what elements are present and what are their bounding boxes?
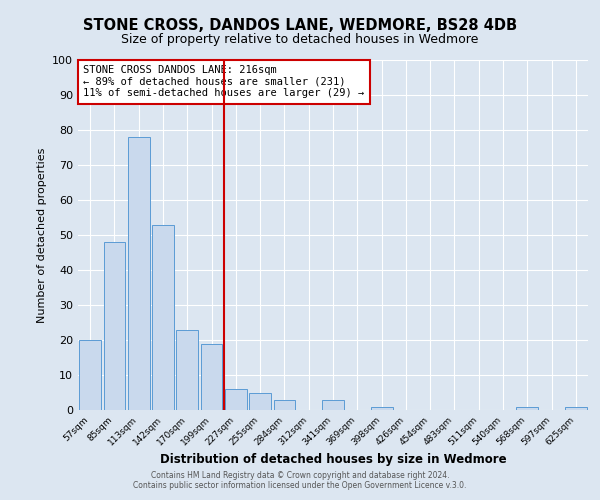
Bar xyxy=(517,406,538,410)
Bar xyxy=(176,330,198,410)
Bar xyxy=(152,224,174,410)
Bar xyxy=(79,340,101,410)
Text: Contains HM Land Registry data © Crown copyright and database right 2024.
Contai: Contains HM Land Registry data © Crown c… xyxy=(133,470,467,490)
Bar xyxy=(565,406,587,410)
Bar xyxy=(104,242,125,410)
Bar xyxy=(128,137,149,410)
Y-axis label: Number of detached properties: Number of detached properties xyxy=(37,148,47,322)
Bar xyxy=(200,344,223,410)
Bar xyxy=(225,389,247,410)
Text: STONE CROSS DANDOS LANE: 216sqm
← 89% of detached houses are smaller (231)
11% o: STONE CROSS DANDOS LANE: 216sqm ← 89% of… xyxy=(83,66,364,98)
Text: STONE CROSS, DANDOS LANE, WEDMORE, BS28 4DB: STONE CROSS, DANDOS LANE, WEDMORE, BS28 … xyxy=(83,18,517,32)
Bar xyxy=(371,406,392,410)
Bar xyxy=(322,400,344,410)
Text: Size of property relative to detached houses in Wedmore: Size of property relative to detached ho… xyxy=(121,32,479,46)
Bar xyxy=(274,400,295,410)
X-axis label: Distribution of detached houses by size in Wedmore: Distribution of detached houses by size … xyxy=(160,452,506,466)
Bar xyxy=(249,392,271,410)
